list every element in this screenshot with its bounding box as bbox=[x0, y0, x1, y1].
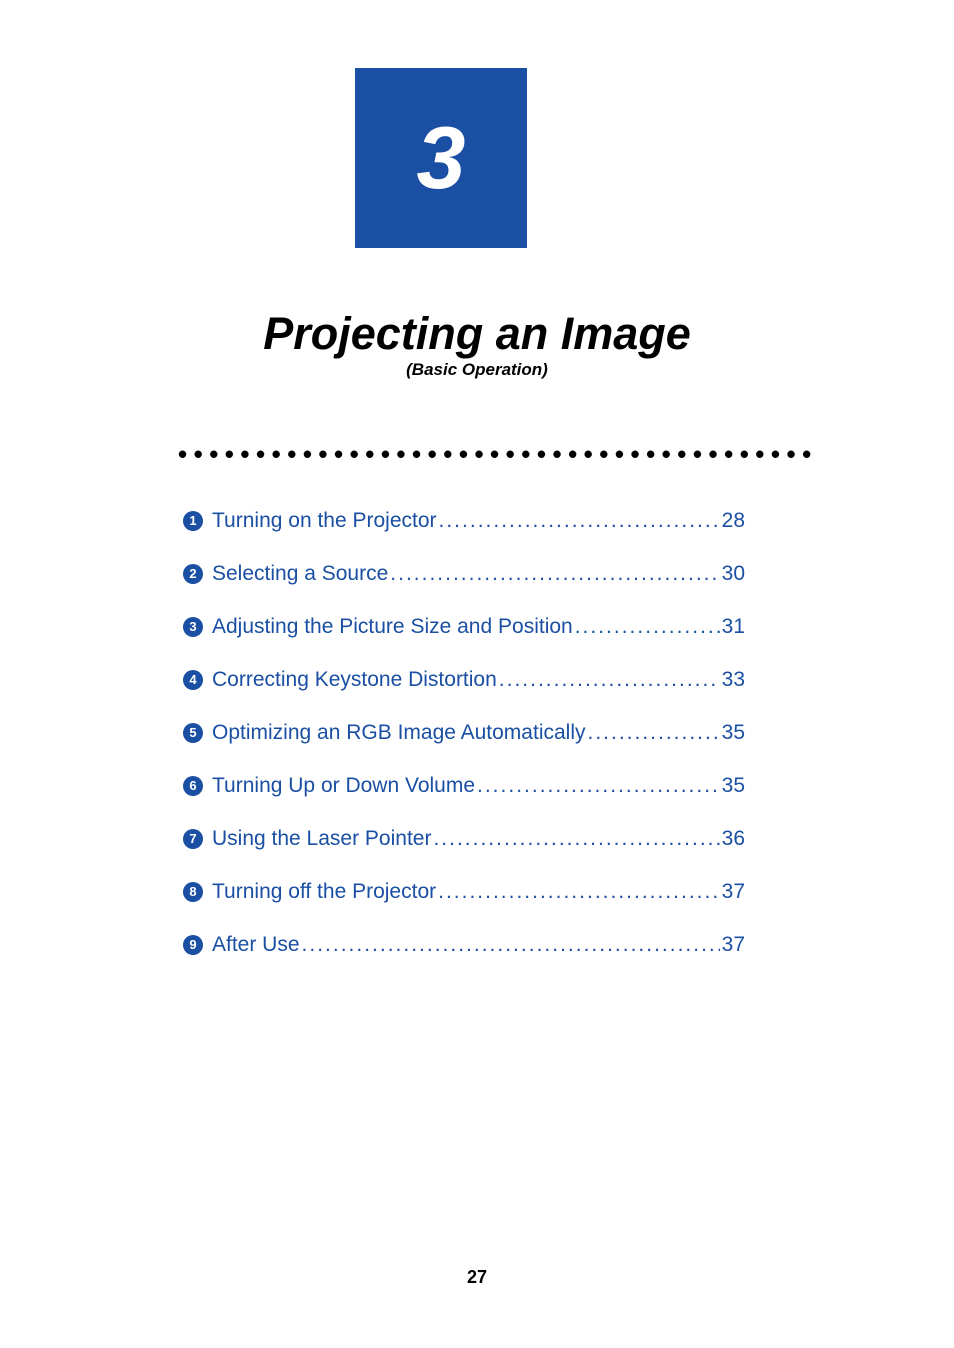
toc-item[interactable]: 5 Optimizing an RGB Image Automatically … bbox=[183, 720, 745, 745]
toc-item-page: 33 bbox=[722, 669, 745, 690]
chapter-number-block: 3 bbox=[355, 68, 527, 248]
bullet-icon: 7 bbox=[183, 829, 203, 849]
toc-item-title: Using the Laser Pointer bbox=[212, 828, 431, 849]
toc-item-title: Selecting a Source bbox=[212, 563, 388, 584]
toc-item[interactable]: 2 Selecting a Source ...................… bbox=[183, 561, 745, 586]
toc-item-page: 35 bbox=[722, 775, 745, 796]
toc-leader-dots: ........................................… bbox=[438, 881, 720, 902]
page-number: 27 bbox=[0, 1267, 954, 1288]
toc-item[interactable]: 8 Turning off the Projector ............… bbox=[183, 879, 745, 904]
toc-leader-dots: ........................................… bbox=[477, 775, 720, 796]
toc-item-title: Turning on the Projector bbox=[212, 510, 437, 531]
bullet-icon: 2 bbox=[183, 564, 203, 584]
toc-item[interactable]: 4 Correcting Keystone Distortion .......… bbox=[183, 667, 745, 692]
toc-item[interactable]: 7 Using the Laser Pointer ..............… bbox=[183, 826, 745, 851]
toc-leader-dots: ........................................… bbox=[433, 828, 719, 849]
toc-item-page: 35 bbox=[722, 722, 745, 743]
toc-item-title: Adjusting the Picture Size and Position bbox=[212, 616, 573, 637]
toc-item-title: Correcting Keystone Distortion bbox=[212, 669, 497, 690]
toc-item-page: 36 bbox=[722, 828, 745, 849]
toc-item-title: Optimizing an RGB Image Automatically bbox=[212, 722, 586, 743]
toc-item-page: 37 bbox=[722, 881, 745, 902]
bullet-icon: 8 bbox=[183, 882, 203, 902]
toc-leader-dots: ........................................… bbox=[588, 722, 720, 743]
toc-leader-dots: ........................................… bbox=[302, 934, 720, 955]
toc-item[interactable]: 1 Turning on the Projector .............… bbox=[183, 508, 745, 533]
bullet-icon: 9 bbox=[183, 935, 203, 955]
bullet-icon: 6 bbox=[183, 776, 203, 796]
bullet-icon: 1 bbox=[183, 511, 203, 531]
toc-list: 1 Turning on the Projector .............… bbox=[183, 480, 745, 957]
toc-leader-dots: ........................................… bbox=[499, 669, 720, 690]
toc-leader-dots: ........................................… bbox=[439, 510, 720, 531]
toc-leader-dots: ........................................… bbox=[575, 616, 720, 637]
toc-item[interactable]: 9 After Use ............................… bbox=[183, 932, 745, 957]
toc-item-title: After Use bbox=[212, 934, 300, 955]
toc-item-title: Turning Up or Down Volume bbox=[212, 775, 475, 796]
dotted-separator: ••••••••••••••••••••••••••••••••••••••••… bbox=[178, 449, 738, 459]
toc-leader-dots: ........................................… bbox=[390, 563, 719, 584]
toc-item-page: 28 bbox=[722, 510, 745, 531]
toc-item-page: 31 bbox=[722, 616, 745, 637]
toc-item[interactable]: 6 Turning Up or Down Volume ............… bbox=[183, 773, 745, 798]
chapter-title: Projecting an Image bbox=[0, 308, 954, 360]
toc-item-page: 37 bbox=[722, 934, 745, 955]
chapter-subtitle: (Basic Operation) bbox=[0, 360, 954, 380]
bullet-icon: 5 bbox=[183, 723, 203, 743]
bullet-icon: 4 bbox=[183, 670, 203, 690]
bullet-icon: 3 bbox=[183, 617, 203, 637]
toc-item-page: 30 bbox=[722, 563, 745, 584]
toc-item[interactable]: 3 Adjusting the Picture Size and Positio… bbox=[183, 614, 745, 639]
toc-item-title: Turning off the Projector bbox=[212, 881, 436, 902]
chapter-number: 3 bbox=[417, 107, 466, 209]
